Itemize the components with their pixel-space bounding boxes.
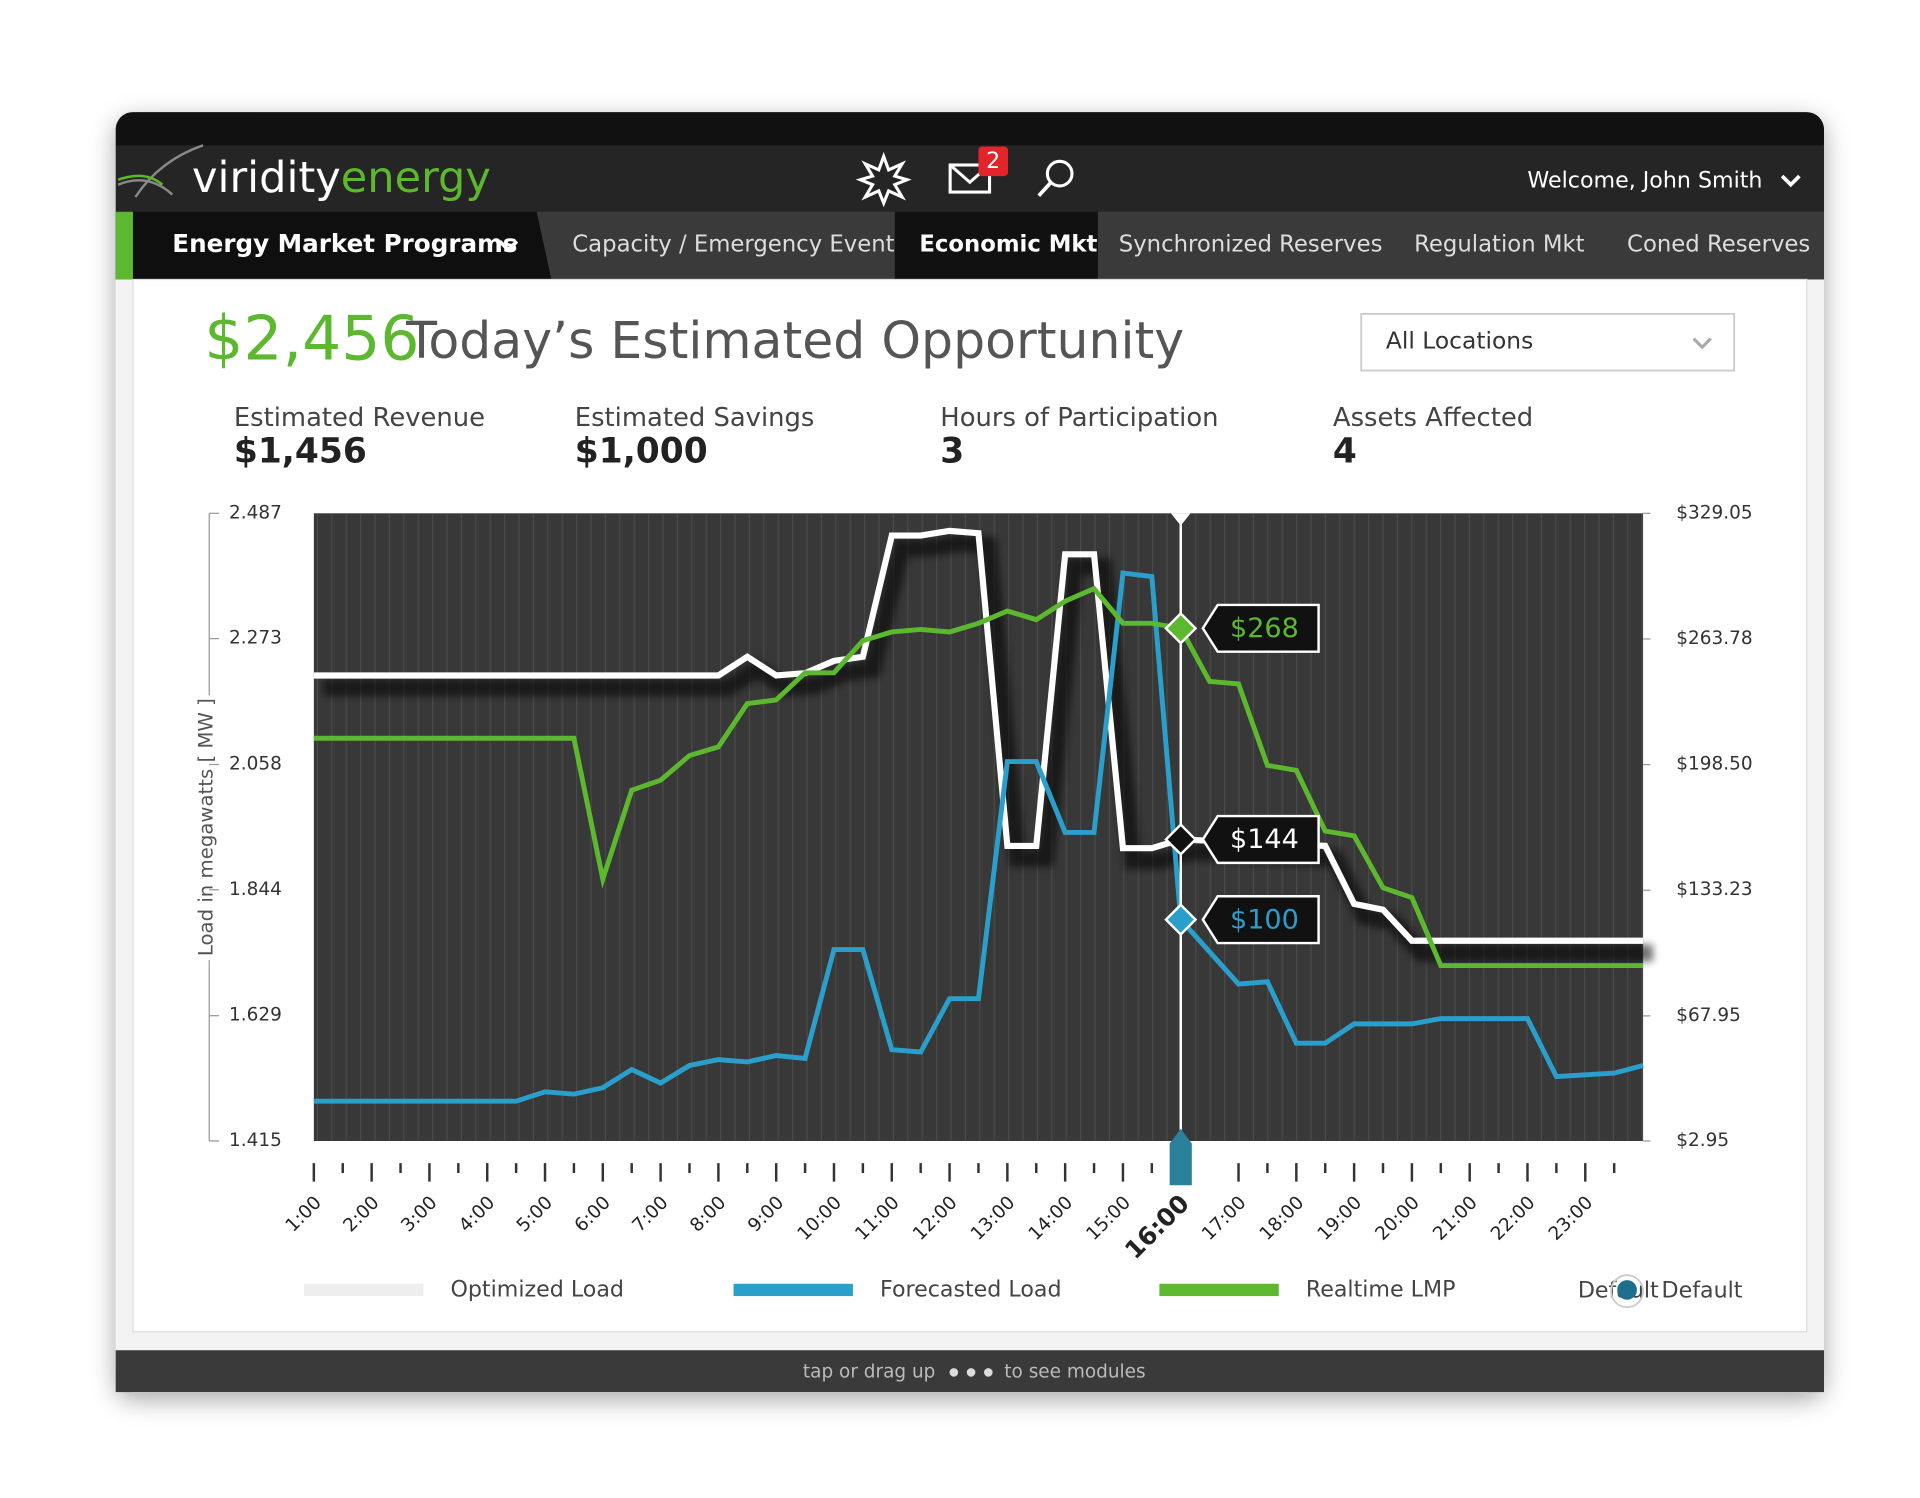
- tooltip-label: $100: [1230, 904, 1299, 935]
- cursor-handle[interactable]: [1169, 1128, 1192, 1186]
- y2-tick-label: $67.95: [1676, 1005, 1741, 1026]
- location-select[interactable]: [1360, 313, 1736, 372]
- grid: [313, 513, 1644, 1141]
- y2-tick-label: $2.95: [1676, 1130, 1729, 1151]
- tooltip: [1201, 814, 1320, 865]
- chevron: [498, 240, 519, 253]
- brand-part: energy: [341, 152, 491, 202]
- logo-swoosh: [117, 144, 204, 198]
- y2-tick-label: $198.50: [1676, 754, 1752, 775]
- chevron: [1780, 174, 1801, 188]
- alert-icon[interactable]: [855, 151, 912, 208]
- menu-stripe: [115, 211, 133, 280]
- menu-bg: [132, 211, 552, 280]
- header-bar: [115, 145, 1825, 213]
- tab[interactable]: Regulation Mkt: [1414, 231, 1585, 257]
- toggle-dot[interactable]: [1617, 1280, 1637, 1300]
- stat-value: 4: [1333, 432, 1357, 472]
- tabs: Capacity / Emergency Event Economic Mkt Sy…: [572, 231, 1810, 257]
- line-shadow: [323, 534, 1653, 962]
- envelope: [948, 163, 992, 194]
- y-tick-label: 2.273: [229, 628, 282, 649]
- chevron: [1692, 337, 1712, 350]
- headline-amount: $2,456: [204, 302, 419, 374]
- tooltip: [1201, 895, 1320, 945]
- footer-text: tap or drag up: [803, 1361, 935, 1382]
- toggle-label: Default: [1662, 1278, 1743, 1304]
- location-label: All Locations: [1386, 327, 1533, 355]
- cursor-point: [1164, 903, 1198, 937]
- badge: [978, 146, 1008, 177]
- menu-label[interactable]: Energy Market Programs: [172, 229, 517, 258]
- dot[interactable]: [984, 1368, 993, 1377]
- legend-swatch: [304, 1283, 424, 1297]
- tab[interactable]: Synchronized Reserves: [1119, 231, 1383, 257]
- y-tick-label: 1.844: [229, 879, 282, 900]
- stat-label: Estimated Savings: [575, 403, 815, 433]
- tab[interactable]: Economic Mkt: [919, 231, 1097, 257]
- series-line: [313, 585, 1644, 969]
- chart: Load in megawatts [ MW ] 1.415 1.629 1.844 2…: [194, 502, 1753, 1309]
- y-tick-label: 1.629: [229, 1005, 282, 1026]
- y-label-bg: [194, 695, 224, 961]
- stat-label: Assets Affected: [1333, 403, 1533, 433]
- logo-swoosh: [117, 174, 164, 186]
- stat-value: $1,000: [575, 432, 708, 472]
- stat-label: Hours of Participation: [940, 403, 1218, 433]
- headline-text: Today’s Estimated Opportunity: [405, 311, 1184, 370]
- y2-tick-label: $133.23: [1676, 879, 1752, 900]
- active-tab-bg: [894, 211, 1098, 280]
- footer-text: to see modules: [1004, 1361, 1145, 1382]
- y2-tick-label: $329.05: [1676, 502, 1752, 523]
- y2-tick-label: $263.78: [1676, 628, 1752, 649]
- lens: [1045, 159, 1074, 188]
- search-icon[interactable]: [1037, 159, 1074, 198]
- series-line: [313, 570, 1644, 1104]
- stat-value: 3: [940, 432, 964, 472]
- stats: Estimated Revenue$1,456 Estimated Savings…: [234, 403, 1533, 471]
- mail-icon[interactable]: 2: [948, 146, 1008, 194]
- tab[interactable]: Coned Reserves: [1627, 231, 1810, 257]
- welcome[interactable]: Welcome, John Smith: [1527, 168, 1762, 194]
- stat-label: Estimated Revenue: [234, 403, 485, 433]
- y-tick-label: 2.487: [229, 502, 282, 523]
- tooltip-label: $144: [1230, 824, 1299, 855]
- y-tick-label: 1.415: [229, 1130, 282, 1151]
- dot[interactable]: [966, 1368, 976, 1377]
- toggle-ring[interactable]: [1610, 1274, 1644, 1309]
- handle: [1037, 180, 1053, 198]
- legend-label[interactable]: Forecasted Load: [880, 1276, 1062, 1302]
- tab[interactable]: Capacity / Emergency Event: [572, 231, 894, 257]
- y-axis-label: Load in megawatts [ MW ]: [194, 698, 217, 956]
- legend-label[interactable]: Optimized Load: [450, 1276, 623, 1302]
- y-tick-label: 2.058: [229, 754, 282, 775]
- tooltip: [1201, 603, 1320, 653]
- dot[interactable]: [949, 1368, 959, 1377]
- legend-label[interactable]: Realtime LMP: [1306, 1276, 1456, 1302]
- legend-swatch: [733, 1283, 853, 1297]
- legend-swatch: [1159, 1283, 1279, 1297]
- tooltip-label: $268: [1230, 613, 1299, 644]
- brand-part: viridity: [192, 152, 341, 202]
- cursor-point: [1164, 611, 1198, 645]
- brand: viridityenergy: [192, 152, 491, 202]
- cursor-handle-top: [1170, 513, 1191, 526]
- stat-value: $1,456: [234, 432, 367, 472]
- cursor-point: [1164, 822, 1198, 856]
- series-line: [313, 527, 1644, 944]
- badge-count: 2: [986, 148, 1000, 174]
